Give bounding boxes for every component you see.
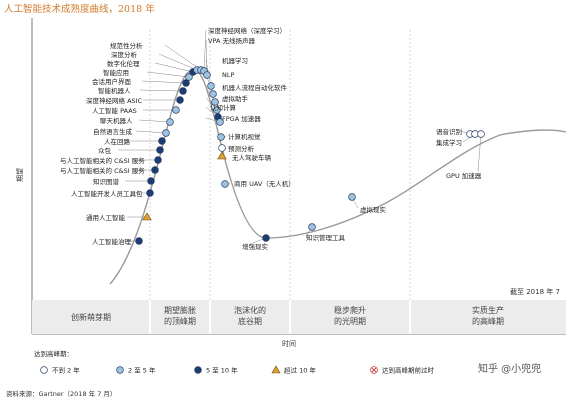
legend-label: 达到高峰期前过时 <box>382 366 435 375</box>
point-label: 预测分析 <box>228 144 255 153</box>
leader-line <box>154 62 194 73</box>
point-label: NLP <box>222 71 234 79</box>
data-point <box>162 129 170 137</box>
leader-line <box>158 53 198 71</box>
point-label: 知识图谱 <box>93 177 120 186</box>
legend-label: 5 至 10 年 <box>206 366 238 375</box>
y-axis-label: 期望 <box>15 168 24 182</box>
phase-band <box>32 300 566 334</box>
point-label: 虚拟助手 <box>222 94 249 103</box>
data-point <box>142 212 152 221</box>
legend-title: 达到高峰期： <box>34 349 73 358</box>
data-point <box>221 180 229 188</box>
x-axis-label: 时间 <box>282 339 296 348</box>
point-label: 商用 UAV（无人机） <box>234 179 295 188</box>
legend-label: 2 至 5 年 <box>128 366 156 375</box>
point-label: 深度神经网络 ASIC <box>86 96 143 105</box>
data-point <box>211 98 219 106</box>
point-label: 人工智能治理 <box>92 237 132 246</box>
phase-label: 期望膨胀的顶峰期 <box>164 305 196 326</box>
legend-label: 超过 10 年 <box>284 366 316 375</box>
data-point <box>135 237 143 245</box>
point-label: 虚拟现实 <box>360 205 387 214</box>
data-point <box>151 166 159 174</box>
point-label: 规范性分析 <box>110 41 143 50</box>
data-point <box>185 73 193 81</box>
data-point <box>154 156 162 164</box>
point-label: 集成学习 <box>436 138 462 147</box>
point-label: 机器人流程自动化软件 <box>222 83 288 92</box>
point-label: 自然语言生成 <box>93 127 133 136</box>
leader-line <box>139 89 184 92</box>
data-point <box>218 144 226 152</box>
data-point <box>217 151 227 160</box>
point-label: 会话用户界面 <box>92 77 132 86</box>
data-point <box>172 106 180 114</box>
legend-marker <box>116 366 124 374</box>
hype-curve <box>109 69 567 285</box>
chart-title: 人工智能技术成熟度曲线，2018 年 <box>4 4 155 15</box>
point-label: 机器学习 <box>222 56 248 65</box>
point-label: FPGA 加速器 <box>222 114 261 123</box>
point-label: 众包 <box>98 146 112 155</box>
point-label: 深度分析 <box>111 50 138 59</box>
point-label: 计算机视觉 <box>228 132 261 141</box>
leader-line <box>146 71 190 78</box>
data-point <box>176 96 184 104</box>
point-label: 智能机器人 <box>98 86 131 95</box>
legend-cross-mark <box>371 367 377 373</box>
phase-label: 创新萌芽期 <box>71 312 111 322</box>
point-label: 深度神经网络（深度学习） <box>208 26 286 35</box>
data-point <box>158 137 166 145</box>
point-label: 增强现实 <box>242 242 269 251</box>
data-point <box>217 133 225 141</box>
date-note: 截至 2018 年 7 <box>510 287 560 296</box>
legend-marker <box>271 365 281 374</box>
data-point <box>156 146 164 154</box>
leader-line <box>141 80 187 84</box>
data-point <box>203 71 211 79</box>
watermark: 知乎 @小兜兜 <box>478 362 541 375</box>
data-point <box>179 87 187 95</box>
point-label: 人工智能开发人员工具包 <box>71 189 143 198</box>
point-label: 聊天机器人 <box>100 116 133 125</box>
phase-label: 实质生产的高峰期 <box>472 305 504 326</box>
data-point <box>477 130 485 138</box>
data-point <box>308 223 316 231</box>
point-label: 人在回路 <box>104 137 131 146</box>
data-point <box>182 79 190 87</box>
point-label: 无人驾驶车辆 <box>232 153 272 162</box>
source-text: 资料来源：Gartner（2018 年 7 月） <box>6 389 116 398</box>
point-label: 通用人工智能 <box>86 213 126 222</box>
data-point <box>147 177 155 185</box>
leader-line <box>135 130 167 134</box>
phase-label: 稳步爬升的光明期 <box>334 305 366 326</box>
data-point <box>348 193 356 201</box>
leader-line <box>164 44 202 71</box>
point-label: GPU 加速器 <box>446 171 482 180</box>
data-point <box>207 82 215 90</box>
data-point <box>209 90 217 98</box>
legend-marker <box>194 366 202 374</box>
data-point <box>216 118 224 126</box>
data-point <box>146 189 154 197</box>
point-label: 语音识别 <box>436 127 462 136</box>
legend-marker <box>40 366 48 374</box>
point-label: 智能应用 <box>103 68 129 77</box>
leader-line <box>203 29 207 72</box>
phase-label: 泡沫化的底谷期 <box>234 305 266 326</box>
point-label: 人工智能 PAAS <box>92 106 137 115</box>
data-point <box>262 234 270 242</box>
data-point <box>166 118 174 126</box>
point-label: VPA 无线扬声器 <box>208 36 255 45</box>
point-label: 与人工智能相关的 C&SI 服务 <box>60 166 145 175</box>
point-label: 认知计算 <box>210 103 237 112</box>
leader-line <box>138 119 171 123</box>
point-label: 数字化伦理 <box>107 59 140 68</box>
point-label: 知识管理工具 <box>306 233 346 242</box>
point-label: 与人工智能相关的 C&SI 服务 <box>60 156 145 165</box>
legend-label: 不到 2 年 <box>52 366 80 375</box>
leader-line <box>477 133 482 173</box>
